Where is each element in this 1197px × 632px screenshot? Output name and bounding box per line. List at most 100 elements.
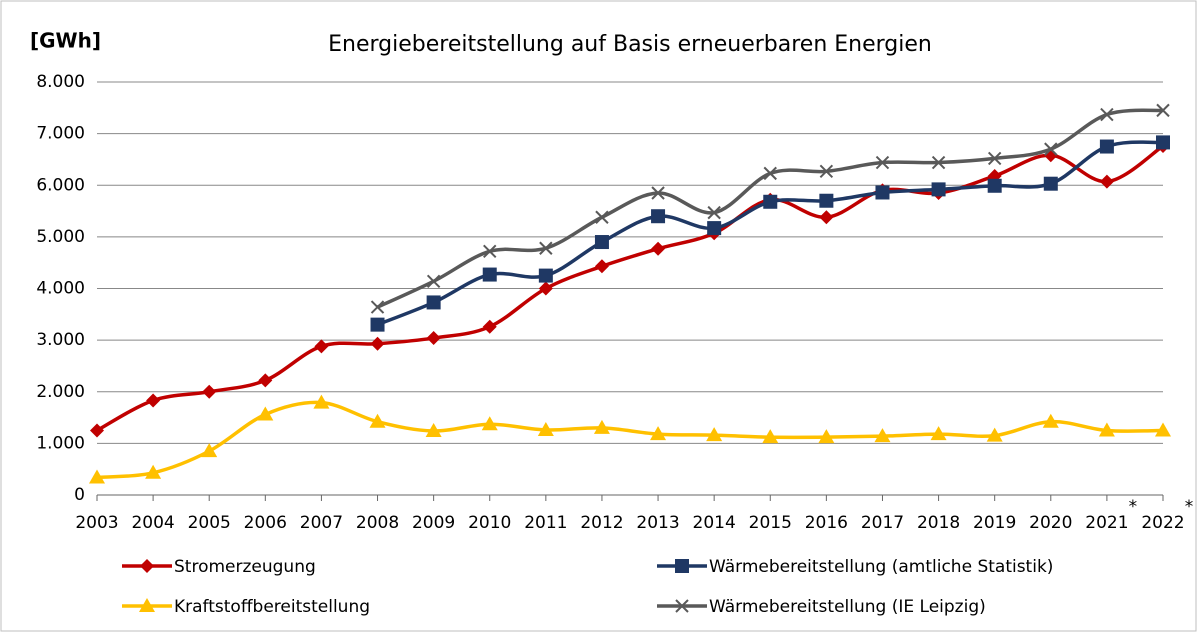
marker [1043, 176, 1058, 191]
marker [650, 426, 667, 441]
marker [482, 267, 497, 282]
x-tick-label: 2019 [973, 513, 1016, 533]
marker [202, 384, 217, 399]
marker [538, 281, 553, 296]
marker [930, 426, 947, 441]
x-tick-label: 2007 [300, 513, 343, 533]
marker [651, 186, 665, 200]
marker [1099, 139, 1114, 154]
marker [651, 241, 666, 256]
legend-label: Kraftstoffbereitstellung [174, 597, 370, 617]
marker [875, 185, 890, 200]
x-tick-label: 2020 [1029, 513, 1072, 533]
x-tick-label: 2021 [1085, 513, 1128, 533]
marker [818, 429, 835, 444]
marker [1100, 107, 1114, 122]
marker [1156, 135, 1170, 150]
y-tick-label: 3.000 [36, 330, 85, 350]
marker [482, 319, 497, 334]
marker [539, 241, 553, 255]
x-tick-label: 2009 [412, 513, 455, 533]
marker [426, 331, 441, 346]
marker [140, 559, 154, 573]
marker [874, 428, 891, 443]
marker [1042, 413, 1059, 428]
marker [763, 166, 777, 181]
marker [89, 469, 105, 484]
marker [370, 300, 385, 314]
chart-title: Energiebereitstellung auf Basis erneuerb… [328, 32, 932, 57]
marker [762, 429, 779, 444]
marker [763, 194, 778, 209]
y-tick-label: 6.000 [36, 175, 85, 195]
marker [651, 209, 666, 224]
marker [594, 259, 609, 274]
x-tick-label: 2003 [75, 513, 118, 533]
x-tick-label: 2013 [636, 513, 679, 533]
x-tick-label: 2016 [805, 513, 848, 533]
marker [258, 373, 273, 388]
marker [145, 464, 162, 479]
marker [819, 164, 834, 179]
marker [1155, 422, 1171, 437]
legend-label: Stromerzeugung [174, 557, 316, 577]
marker [425, 422, 442, 437]
marker [1044, 142, 1058, 156]
y-tick-label: 0 [74, 485, 85, 505]
x-tick-label: 2011 [524, 513, 567, 533]
marker [426, 295, 441, 310]
x-tick-label: 2005 [188, 513, 231, 533]
x-tick-label: 2022 [1141, 513, 1184, 533]
legend-label: Wärmebereitstellung (IE Leipzig) [709, 597, 986, 617]
marker [707, 205, 721, 220]
x-tick-label: 2004 [131, 513, 174, 533]
marker [931, 182, 946, 197]
marker [370, 317, 385, 332]
marker [819, 210, 834, 225]
marker [875, 155, 890, 170]
marker [1099, 174, 1114, 189]
marker [986, 427, 1003, 442]
marker [481, 416, 498, 431]
y-tick-label: 5.000 [36, 227, 85, 247]
legend-label: Wärmebereitstellung (amtliche Statistik) [709, 557, 1053, 577]
marker [538, 268, 553, 283]
x-tick-label: 2014 [693, 513, 736, 533]
x-tick-label: 2010 [468, 513, 511, 533]
marker [675, 599, 689, 613]
marker [257, 406, 274, 421]
annotation: * [1129, 497, 1138, 517]
marker [483, 244, 497, 259]
marker [139, 598, 155, 612]
marker [706, 427, 723, 442]
marker [370, 336, 385, 351]
marker [595, 210, 609, 224]
marker [146, 393, 161, 408]
x-tick-label: 2018 [917, 513, 960, 533]
y-tick-label: 1.000 [36, 433, 85, 453]
x-tick-label: 2006 [244, 513, 287, 533]
marker [675, 559, 689, 573]
x-tick-label: 2012 [580, 513, 623, 533]
y-tick-label: 7.000 [36, 124, 85, 144]
marker [313, 394, 330, 409]
y-axis-label: [GWh] [30, 29, 101, 53]
marker [426, 274, 441, 288]
x-tick-label: 2008 [356, 513, 399, 533]
marker [707, 221, 722, 236]
marker [987, 178, 1002, 193]
x-tick-label: 2017 [861, 513, 904, 533]
y-tick-label: 2.000 [36, 382, 85, 402]
marker [593, 419, 610, 434]
y-tick-label: 4.000 [36, 279, 85, 299]
marker [90, 423, 104, 438]
series-line [376, 108, 1164, 309]
marker [594, 235, 609, 250]
marker [987, 151, 1002, 166]
y-tick-label: 8.000 [36, 72, 85, 92]
marker [1098, 422, 1115, 437]
marker [819, 193, 834, 208]
marker [369, 413, 386, 428]
